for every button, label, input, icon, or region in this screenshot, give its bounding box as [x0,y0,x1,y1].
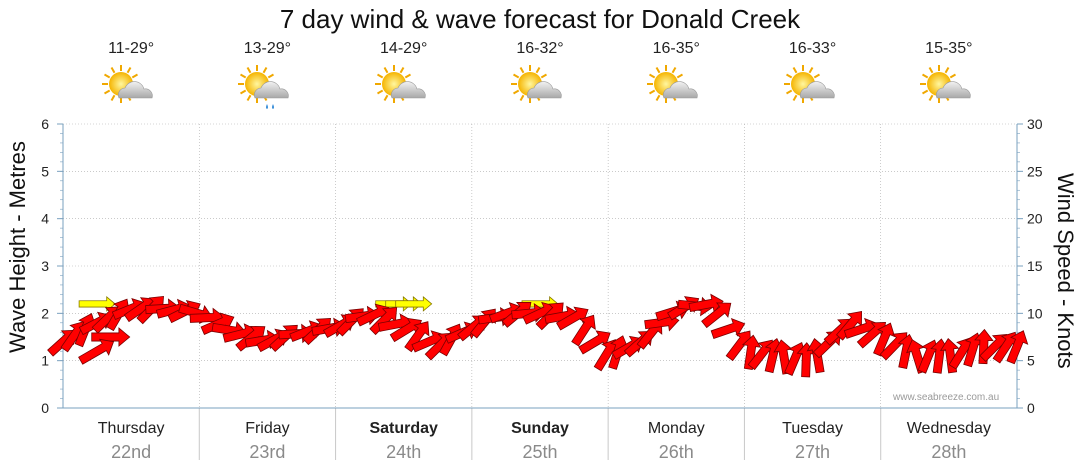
wave-arrow-shape [395,296,433,312]
temperature-range: 16-33° [788,40,837,57]
x-date-label: 24th [386,442,422,462]
x-day-label: Saturday [369,420,438,437]
y-tick-label-right: 0 [1027,400,1035,416]
temperature-range: 16-35° [652,40,700,57]
wind-arrow [369,307,398,336]
chart-title: 7 day wind & wave forecast for Donald Cr… [279,4,801,34]
x-date-label: 25th [522,442,558,462]
y-tick-label-right: 30 [1027,116,1043,132]
chart-grid [63,123,1017,460]
temperature-range: 13-29° [243,40,292,57]
wind-arrow-shape [1006,330,1029,365]
wind-arrow [78,338,115,365]
temperature-range: 14-29° [380,40,428,57]
x-date-label: 23rd [249,442,286,462]
x-day-label: Wednesday [906,420,991,437]
y-axis-left-label: Wave Height - Metres [5,141,30,353]
x-date-label: 22nd [111,442,152,462]
wind-arrow-shape [578,330,611,355]
x-day-label: Monday [647,420,705,437]
wind-arrow-shape [78,338,115,365]
wind-arrow [571,314,596,347]
chart-axes: 0 1 2 3 4 5 6 0 5 10 15 20 25 30 [41,116,1043,416]
y-tick-label-left: 3 [41,258,49,274]
partly-cloudy-icon [745,64,881,114]
wind-arrow [835,311,862,341]
y-tick-label-left: 2 [41,305,49,321]
x-date-label: 28th [931,442,967,462]
y-tick-label-right: 25 [1027,163,1043,179]
partly-cloudy-icon [336,64,472,114]
wind-series [47,293,1029,378]
y-tick-label-right: 5 [1027,353,1035,369]
wind-arrow [688,293,724,314]
day-forecast-thursday: 11-29° [63,40,199,114]
wave-series [78,296,559,312]
wave-arrow [395,296,433,312]
wind-arrow-shape [91,327,131,347]
day-forecast-sunday: 16-32° [472,40,608,114]
x-day-label: Tuesday [782,420,843,437]
y-tick-label-left: 6 [41,116,49,132]
y-axis-right-label: Wind Speed - Knots [1053,173,1078,369]
x-date-label: 27th [795,442,831,462]
x-day-label: Thursday [97,420,165,437]
y-tick-label-right: 10 [1027,305,1043,321]
wind-arrow [555,306,589,331]
y-tick-label-right: 20 [1027,211,1043,227]
partly-cloudy-icon [608,64,744,114]
wind-arrow [710,318,746,339]
wind-arrow-shape [369,307,398,336]
x-date-label: 26th [658,442,694,462]
day-forecast-tuesday: 16-33° [745,40,881,114]
wind-arrow-shape [710,318,746,339]
y-tick-label-right: 15 [1027,258,1043,274]
y-tick-label-left: 5 [41,163,49,179]
x-day-label: Sunday [511,420,569,437]
day-forecast-friday: 13-29° [199,40,335,114]
day-forecast-monday: 16-35° [608,40,744,114]
wind-arrow [91,327,131,347]
day-forecast-saturday: 14-29° [336,40,472,114]
wind-arrow [578,330,611,355]
wind-arrow [1006,330,1029,365]
y-tick-label-left: 0 [41,400,49,416]
temperature-range: 16-32° [516,40,564,57]
y-tick-label-left: 4 [41,211,49,227]
wind-arrow-shape [688,293,724,314]
wind-arrow-shape [555,306,589,331]
wind-arrow-shape [835,311,862,341]
partly-cloudy-icon [472,64,608,114]
temperature-range: 15-35° [925,40,973,57]
day-forecast-wednesday: 15-35° [881,40,1017,114]
y-tick-label-left: 1 [41,353,49,369]
wind-arrow [701,302,732,329]
credit-text: www.seabreeze.com.au [893,392,1000,403]
x-day-label: Friday [245,420,290,437]
temperature-range: 11-29° [108,40,155,57]
wind-arrow-shape [701,302,732,329]
partly-cloudy-icon [881,64,1017,114]
sun-cloud-rain-icon [199,64,335,114]
wind-arrow-shape [571,314,596,347]
partly-cloudy-icon [63,64,199,114]
